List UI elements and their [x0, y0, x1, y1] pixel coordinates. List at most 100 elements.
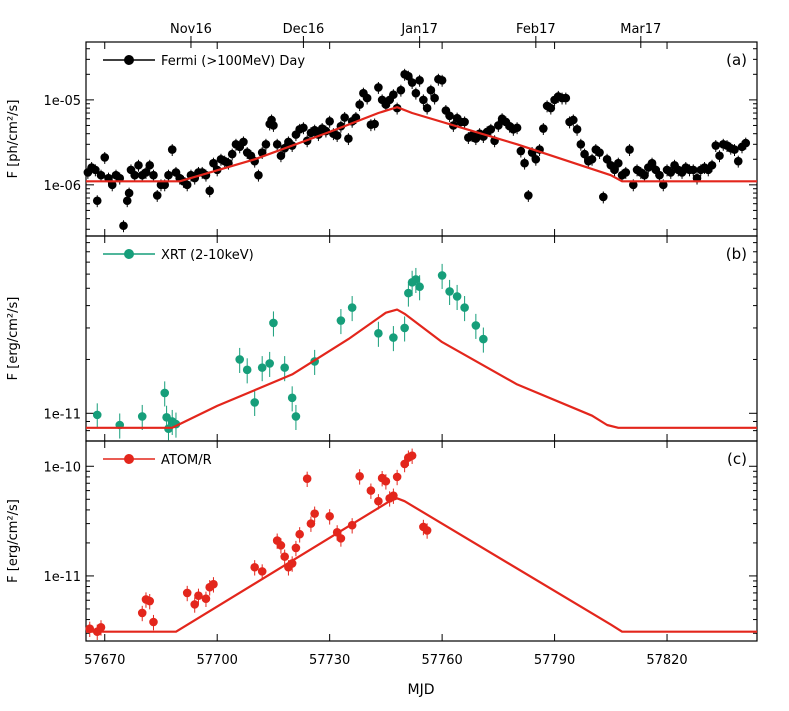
data-point [666, 168, 676, 177]
data-point [404, 71, 413, 81]
data-point [250, 562, 259, 572]
data-point [201, 594, 211, 603]
y-axis-label: F [erg/cm²/s] [6, 297, 21, 381]
data-point [149, 170, 158, 180]
data-point [640, 170, 649, 180]
data-point [92, 410, 102, 420]
panel-atom: 1e-11 1e-10 F [erg/cm²/s] (c) ATOM/R [6, 440, 758, 642]
data-point [306, 519, 316, 528]
data-point [733, 156, 743, 166]
data-point [265, 359, 274, 368]
data-point [276, 151, 286, 161]
data-point [250, 398, 259, 407]
data-point [134, 160, 143, 170]
data-point [580, 149, 589, 159]
data-point [272, 140, 282, 149]
data-point [280, 552, 289, 561]
data-point [415, 76, 424, 85]
y-tick-label: 1e-10 [43, 460, 81, 475]
data-point [100, 153, 110, 162]
data-point [561, 93, 571, 103]
panel-letter: (a) [726, 51, 747, 69]
model-curve [86, 308, 757, 429]
top-tick-label: Feb17 [516, 22, 556, 37]
y-tick-label: 1e-06 [43, 179, 81, 194]
data-point [325, 511, 334, 521]
data-point [389, 333, 398, 342]
data-point [595, 148, 604, 157]
data-point [520, 158, 529, 168]
y-tick-label: 1e-05 [43, 94, 81, 109]
data-point [276, 541, 286, 550]
data-point [119, 221, 128, 231]
data-point [347, 303, 357, 312]
data-point [325, 116, 334, 126]
data-point [269, 121, 278, 130]
data-point [291, 543, 301, 553]
data-point [445, 287, 454, 296]
data-point [396, 85, 406, 95]
data-point [658, 180, 668, 190]
y-tick-label: 1e-11 [43, 407, 81, 422]
data-point [257, 567, 267, 576]
data-point [182, 588, 192, 598]
data-point [355, 472, 364, 481]
data-point [392, 472, 402, 482]
data-point [242, 365, 252, 375]
data-point [299, 123, 308, 133]
data-point [621, 168, 631, 177]
data-point [599, 192, 608, 202]
data-point [261, 140, 271, 149]
data-point [411, 88, 421, 98]
data-point [287, 393, 297, 403]
data-point [374, 83, 383, 92]
y-axis-label: F [ph/cm²/s] [6, 100, 21, 179]
data-point [96, 622, 106, 632]
data-point [411, 275, 421, 284]
data-point [374, 496, 383, 506]
panel-frame [85, 235, 758, 442]
data-point [437, 271, 447, 280]
x-tick-label: 57760 [421, 653, 462, 668]
data-point [344, 134, 353, 143]
data-point [715, 151, 724, 161]
y-tick-label: 1e-11 [43, 570, 81, 585]
model-curve [86, 106, 757, 183]
legend-marker [124, 249, 134, 259]
data-point [576, 140, 586, 149]
x-axis-label: MJD [408, 682, 435, 698]
legend-label: ATOM/R [161, 453, 212, 468]
data-point [209, 579, 218, 589]
data-point [122, 196, 132, 206]
data-point [546, 103, 556, 113]
data-point [655, 170, 664, 180]
data-point [539, 124, 548, 133]
data-point [291, 412, 301, 421]
data-point [374, 329, 383, 338]
data-point [336, 534, 346, 543]
data-point [741, 138, 751, 148]
top-tick-label: Mar17 [620, 22, 661, 37]
data-point [366, 486, 376, 495]
data-point [610, 165, 619, 175]
y-axis-label: F [erg/cm²/s] [6, 499, 21, 583]
data-point [614, 158, 623, 168]
data-point [572, 125, 582, 134]
data-point [516, 146, 526, 156]
data-point [340, 113, 349, 122]
x-tick-label: 57790 [534, 653, 575, 668]
data-point [389, 90, 398, 100]
data-point [332, 131, 342, 140]
data-point [460, 303, 469, 312]
legend-label: Fermi (>100MeV) Day [161, 54, 305, 69]
panel-frame [85, 41, 758, 237]
data-point [310, 509, 319, 518]
data-point [257, 363, 267, 372]
data-point [531, 154, 541, 164]
data-point [370, 119, 379, 129]
data-point [422, 526, 432, 535]
model-curve [86, 497, 757, 633]
data-point [96, 170, 106, 180]
data-point [419, 95, 428, 105]
